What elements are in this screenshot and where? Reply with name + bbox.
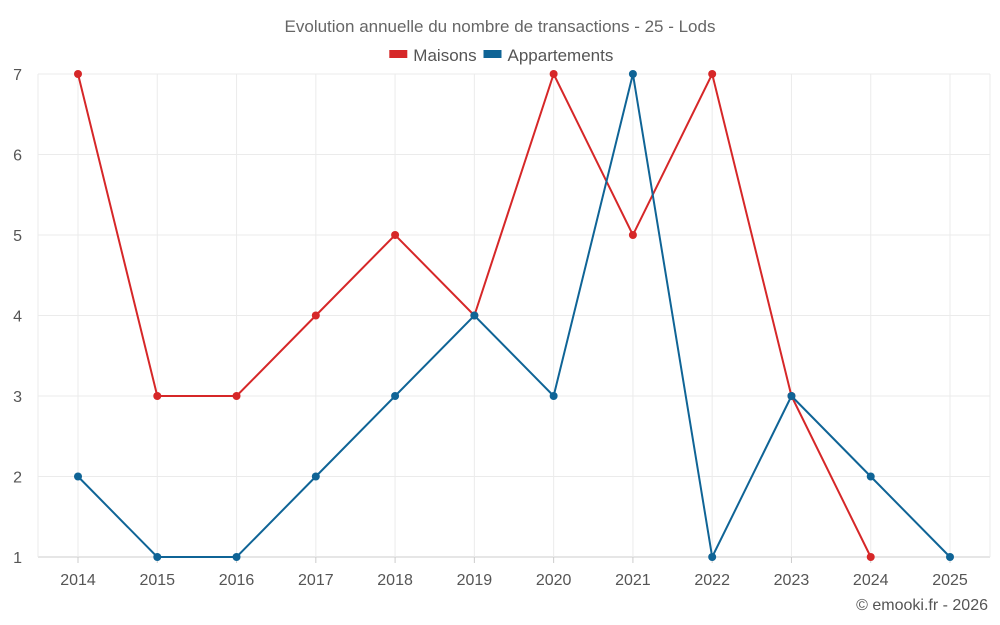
data-point-appartements [549, 392, 558, 400]
legend-swatch-appartements [483, 50, 502, 58]
y-tick-label: 5 [13, 228, 22, 245]
data-point-appartements [708, 553, 717, 561]
data-point-maisons [866, 553, 875, 561]
chart-title: Evolution annuelle du nombre de transact… [285, 17, 716, 36]
data-point-maisons [549, 70, 558, 78]
data-point-appartements [628, 70, 637, 78]
y-tick-label: 3 [13, 389, 22, 406]
legend-label-appartements: Appartements [508, 46, 614, 65]
data-point-appartements [74, 472, 82, 481]
x-tick-label: 2023 [774, 572, 810, 589]
legend-label-maisons: Maisons [413, 46, 476, 65]
x-tick-label: 2014 [60, 572, 96, 589]
data-point-appartements [232, 553, 241, 561]
x-tick-label: 2015 [139, 572, 175, 589]
x-tick-label: 2020 [536, 572, 572, 589]
data-point-appartements [787, 392, 796, 400]
x-axis: 2014 2015 2016 2017 2018 2019 2020 2021 2022 2023… [60, 557, 968, 589]
series-line-appartements [77, 73, 951, 561]
grid [37, 73, 991, 558]
y-tick-label: 7 [13, 67, 22, 84]
y-axis: 1 2 3 4 5 6 7 [13, 67, 22, 567]
data-point-appartements [470, 311, 479, 320]
x-tick-label: 2025 [932, 572, 968, 589]
y-tick-label: 4 [13, 309, 22, 326]
data-point-maisons [232, 392, 241, 400]
credit-text: © emooki.fr - 2026 [856, 597, 988, 614]
x-tick-label: 2018 [377, 572, 413, 589]
data-point-appartements [153, 553, 162, 561]
legend-swatch-maisons [389, 50, 408, 58]
data-point-appartements [946, 553, 954, 561]
x-tick-label: 2019 [457, 572, 493, 589]
data-point-appartements [311, 472, 320, 481]
x-tick-label: 2021 [615, 572, 651, 589]
y-tick-label: 2 [13, 470, 22, 487]
x-tick-label: 2024 [853, 572, 889, 589]
data-point-maisons [628, 231, 637, 239]
y-tick-label: 6 [13, 148, 22, 165]
data-point-appartements [866, 472, 875, 481]
data-point-appartements [391, 392, 400, 400]
x-tick-label: 2022 [694, 572, 730, 589]
x-tick-label: 2017 [298, 572, 334, 589]
data-point-maisons [74, 70, 82, 78]
series-group [74, 70, 954, 561]
legend: Maisons Appartements [389, 46, 613, 65]
data-point-maisons [153, 392, 162, 400]
data-point-maisons [391, 231, 400, 239]
data-point-maisons [708, 70, 717, 78]
data-point-maisons [311, 311, 320, 320]
y-tick-label: 1 [13, 550, 22, 567]
x-tick-label: 2016 [219, 572, 255, 589]
